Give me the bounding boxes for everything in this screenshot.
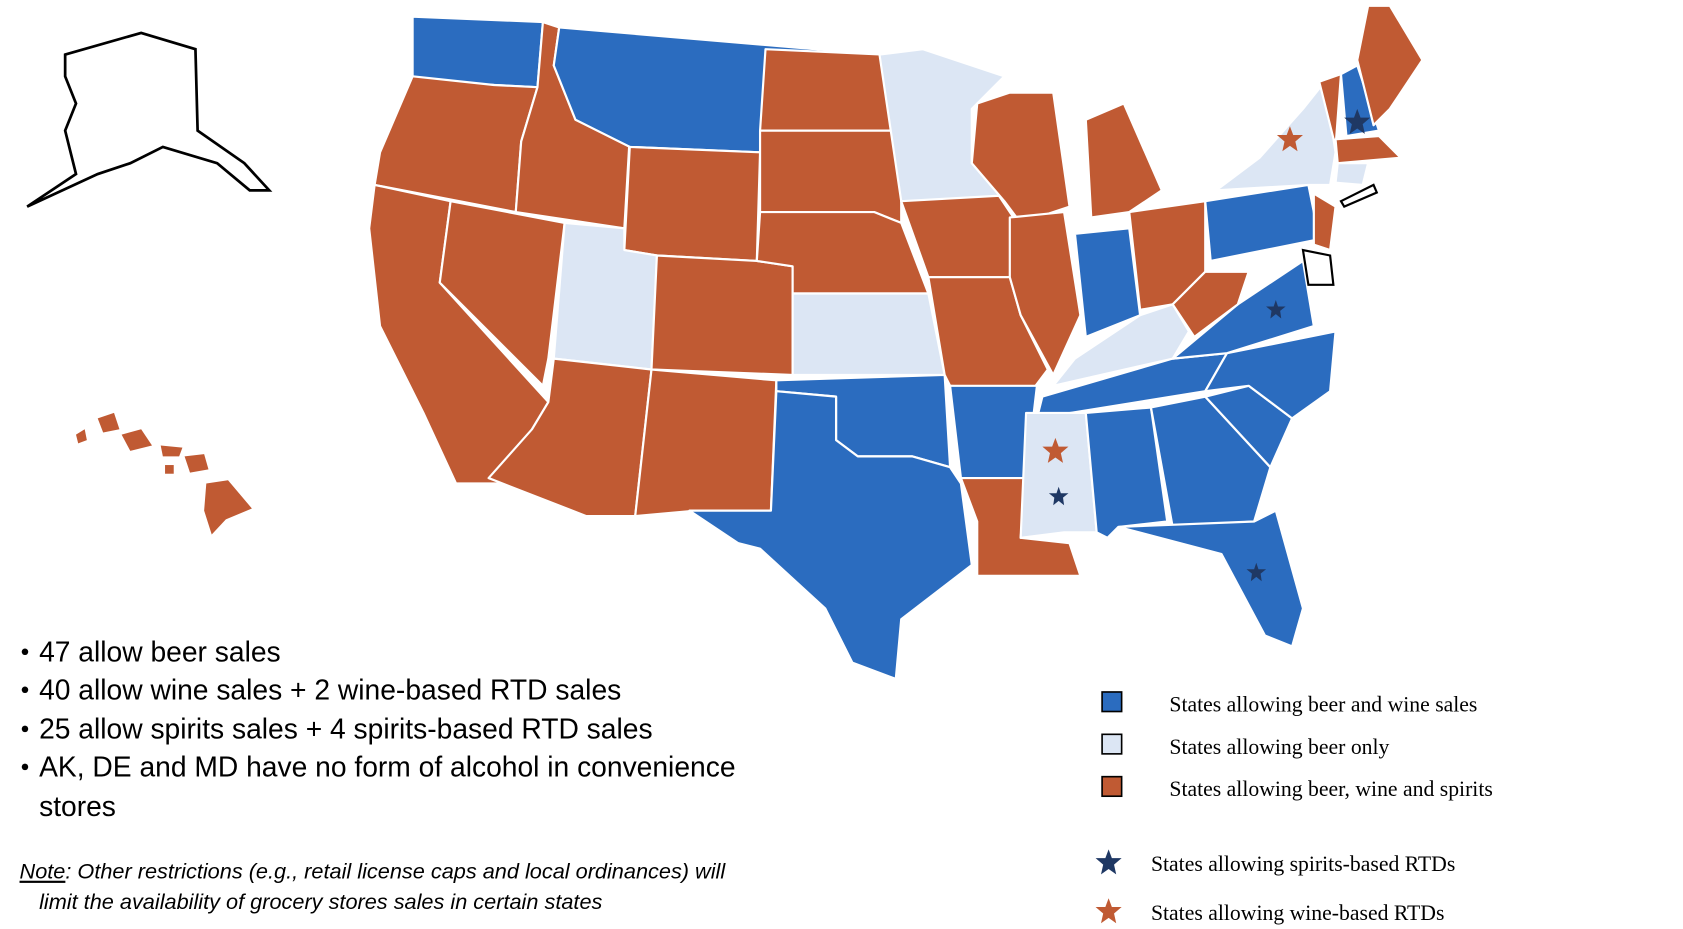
note-text: Note: Other restrictions (e.g., retail l… — [20, 859, 727, 884]
state-outline — [1301, 248, 1335, 286]
state — [1149, 395, 1272, 529]
state — [1117, 509, 1305, 648]
stars — [1042, 108, 1371, 582]
bullet-text: AK, DE and MD have no form of alcohol in… — [39, 751, 735, 783]
state — [688, 390, 973, 681]
state — [634, 368, 778, 518]
state — [1171, 270, 1250, 339]
bullet — [21, 686, 29, 694]
star — [1344, 108, 1371, 134]
state — [1052, 303, 1191, 387]
state — [1084, 102, 1163, 219]
state — [411, 15, 544, 89]
star — [1042, 437, 1069, 463]
state — [1334, 162, 1370, 186]
state — [623, 145, 762, 262]
alaska-outline — [26, 31, 273, 208]
note-line: : Other restrictions (e.g., retail licen… — [65, 859, 726, 884]
star — [1048, 486, 1069, 506]
legend-label: States allowing spirits-based RTDs — [1151, 852, 1455, 876]
state — [1019, 411, 1098, 539]
bullet-text: 47 allow beer sales — [39, 636, 281, 668]
star — [1276, 126, 1303, 152]
bullet-text: 25 allow spirits sales + 4 spirits-based… — [39, 713, 652, 745]
legend-swatch — [1101, 733, 1123, 755]
legend-label: States allowing beer only — [1169, 735, 1389, 759]
bullet-text: stores — [39, 790, 116, 822]
state — [1334, 134, 1402, 165]
note: Note: Other restrictions (e.g., retail l… — [20, 859, 727, 914]
state — [438, 200, 566, 387]
bullet — [21, 725, 29, 733]
bullet-text: 40 allow wine sales + 2 wine-based RTD s… — [39, 674, 621, 706]
state-outline — [1339, 183, 1379, 208]
state — [650, 254, 794, 377]
state — [1204, 330, 1337, 420]
state — [758, 129, 903, 224]
legend-star — [1095, 898, 1122, 924]
legend: States allowing beer and wine sales Stat… — [1095, 691, 1493, 925]
hawaii — [76, 412, 252, 535]
legend-label: States allowing wine-based RTDs — [1151, 901, 1444, 925]
bullet — [21, 648, 29, 656]
legend-swatch — [1101, 691, 1123, 713]
bullet — [21, 763, 29, 771]
star — [1246, 562, 1267, 582]
legend-swatch — [1101, 775, 1123, 798]
star — [1266, 300, 1286, 319]
state — [1356, 4, 1424, 127]
note-label: Note — [20, 859, 66, 884]
us-map — [26, 4, 1424, 681]
state — [1318, 73, 1343, 148]
state — [1215, 80, 1337, 192]
state — [900, 194, 1022, 279]
legend-label: States allowing beer, wine and spirits — [1169, 777, 1492, 801]
state — [1008, 210, 1082, 377]
state — [791, 292, 946, 377]
note-line: limit the availability of grocery stores… — [39, 889, 602, 914]
legend-star — [1095, 849, 1122, 875]
legend-label: States allowing beer and wine sales — [1169, 693, 1477, 717]
state — [1312, 192, 1337, 252]
bullets: 47 allow beer sales 40 allow wine sales … — [21, 636, 736, 822]
